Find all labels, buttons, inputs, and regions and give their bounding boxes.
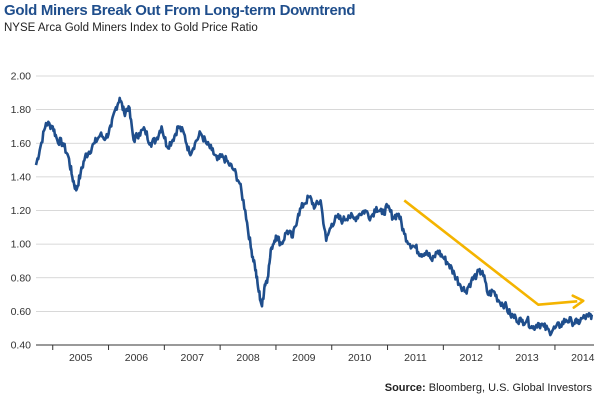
x-tick-label: 2012 — [460, 352, 484, 364]
y-tick-label: 1.40 — [11, 171, 32, 183]
x-tick-label: 2005 — [69, 352, 93, 364]
y-tick-label: 0.80 — [11, 272, 32, 284]
y-tick-label: 1.00 — [11, 239, 32, 251]
y-tick-label: 2.00 — [11, 71, 32, 83]
x-tick-label: 2011 — [404, 352, 427, 364]
x-tick-label: 2014 — [571, 352, 595, 364]
y-tick-labels: 0.40 0.60 0.80 1.00 1.20 1.40 1.60 1.80 2.00 — [11, 71, 32, 352]
y-tick-label: 1.80 — [11, 104, 32, 116]
x-tick-label: 2007 — [181, 352, 205, 364]
x-tick-label: 2010 — [348, 352, 372, 364]
grid-lines — [36, 75, 594, 350]
chart-title: Gold Miners Break Out From Long-term Dow… — [4, 2, 356, 19]
x-tick-label: 2013 — [515, 352, 539, 364]
trend-arrow-line — [403, 199, 578, 306]
series-layer — [34, 96, 594, 337]
trend-arrow-annotation — [403, 199, 585, 309]
trend-arrow-head — [571, 294, 585, 309]
y-tick-label: 0.60 — [11, 306, 32, 318]
y-tick-label: 1.60 — [11, 138, 32, 150]
source-note: Source: Bloomberg, U.S. Global Investors — [385, 382, 592, 394]
source-text: Bloomberg, U.S. Global Investors — [425, 382, 592, 394]
series-line — [34, 96, 594, 337]
x-tick-label: 2008 — [236, 352, 260, 364]
x-tick-label: 2006 — [125, 352, 149, 364]
x-tick-labels: 2005 2006 2007 2008 2009 2010 2011 2012 2013 2014 — [69, 352, 595, 364]
source-label: Source: — [384, 382, 426, 394]
y-tick-label: 1.20 — [11, 205, 32, 217]
chart-subtitle: NYSE Arca Gold Miners Index to Gold Pric… — [4, 22, 258, 34]
y-tick-label: 0.40 — [11, 340, 32, 352]
x-tick-label: 2009 — [292, 352, 316, 364]
